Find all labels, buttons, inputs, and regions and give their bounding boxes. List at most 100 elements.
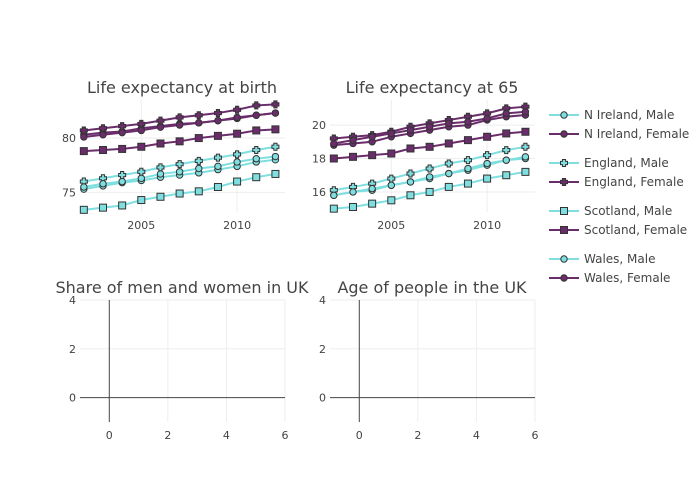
data-point [137, 167, 146, 176]
data-point [80, 183, 88, 191]
y-tick-label: 80 [62, 132, 76, 145]
data-point [137, 174, 146, 182]
data-point [483, 151, 492, 160]
data-point [483, 174, 492, 183]
data-point [252, 155, 260, 163]
x-tick-label: 2 [164, 429, 171, 442]
data-point [175, 137, 184, 146]
data-point [502, 171, 511, 180]
data-point [387, 181, 396, 189]
data-point [252, 111, 260, 119]
data-point [252, 146, 261, 155]
data-point [271, 109, 280, 117]
data-point [330, 139, 338, 148]
data-point [233, 158, 241, 166]
data-point [99, 131, 107, 139]
data-point [521, 153, 530, 161]
legend-item: England, Female [549, 175, 684, 189]
data-point [175, 121, 184, 129]
data-point [156, 192, 165, 201]
data-point [137, 142, 146, 151]
legend-label: Wales, Male [584, 252, 655, 266]
data-point [156, 123, 165, 131]
data-point [368, 199, 377, 208]
legend-marker [560, 178, 568, 186]
data-point [271, 125, 280, 134]
series-scotland-male [329, 167, 530, 213]
series-wales-male [80, 152, 280, 191]
data-point [118, 201, 127, 210]
series-wales-female [330, 108, 530, 148]
data-point [271, 100, 280, 109]
x-tick-label: 6 [282, 429, 289, 442]
data-point [175, 189, 184, 198]
data-point [387, 129, 396, 138]
data-point [502, 156, 510, 164]
data-point [194, 156, 203, 165]
y-tick-label: 16 [312, 186, 326, 199]
data-point [175, 113, 184, 122]
legend-marker [560, 111, 568, 119]
y-tick-label: 2 [319, 343, 326, 356]
x-tick-label: 2010 [473, 219, 501, 232]
legend: N Ireland, Male N Ireland, Female England,… [549, 108, 689, 285]
data-point [521, 108, 530, 116]
data-point [406, 169, 415, 178]
data-point [271, 152, 280, 161]
series-england-female [329, 102, 530, 143]
legend-marker [560, 255, 568, 263]
data-point [425, 164, 434, 173]
data-point [349, 136, 357, 144]
data-point [464, 118, 472, 126]
data-point [368, 151, 377, 160]
data-point [194, 111, 203, 120]
data-point [444, 159, 453, 168]
data-point [252, 126, 261, 135]
y-tick-label: 4 [69, 294, 76, 307]
data-point [194, 187, 203, 196]
data-point [233, 129, 242, 138]
data-point [406, 191, 415, 200]
data-point [368, 184, 376, 193]
data-point [521, 142, 530, 151]
panel-title: Age of people in the UK [337, 278, 527, 297]
data-point [445, 169, 453, 178]
legend-label: Wales, Female [584, 271, 670, 285]
data-point [213, 131, 222, 140]
legend-label: England, Female [584, 175, 684, 189]
legend-item: Wales, Female [549, 271, 670, 285]
y-tick-label: 18 [312, 153, 326, 166]
data-point [79, 147, 88, 156]
panel-age-of-people: Age of people in the UK 0 2 4 6 0 2 4 [319, 278, 539, 442]
data-point [118, 144, 127, 153]
data-point [214, 162, 222, 171]
data-point [195, 164, 203, 173]
data-point [330, 191, 338, 199]
data-point [368, 133, 376, 141]
data-point [387, 149, 396, 158]
data-point [406, 126, 415, 134]
x-tick-label: 0 [356, 429, 363, 442]
data-point [483, 159, 491, 168]
data-point [137, 126, 146, 135]
data-point [329, 204, 338, 213]
panel-title: Share of men and women in UK [55, 278, 309, 297]
data-point [521, 167, 530, 176]
legend-label: England, Male [584, 156, 669, 170]
legend-marker [560, 226, 568, 234]
data-point [137, 196, 146, 205]
data-point [445, 119, 453, 128]
legend-item: England, Male [549, 156, 669, 170]
data-point [233, 150, 242, 159]
series-wales-female [80, 109, 280, 141]
panel-title: Life expectancy at 65 [346, 78, 519, 97]
series-england-male [329, 142, 530, 195]
data-point [233, 113, 241, 122]
data-point [406, 144, 415, 153]
data-point [118, 122, 127, 131]
data-point [425, 123, 434, 131]
legend-item: Scotland, Male [549, 204, 672, 218]
data-point [233, 105, 242, 114]
y-tick-label: 4 [319, 294, 326, 307]
